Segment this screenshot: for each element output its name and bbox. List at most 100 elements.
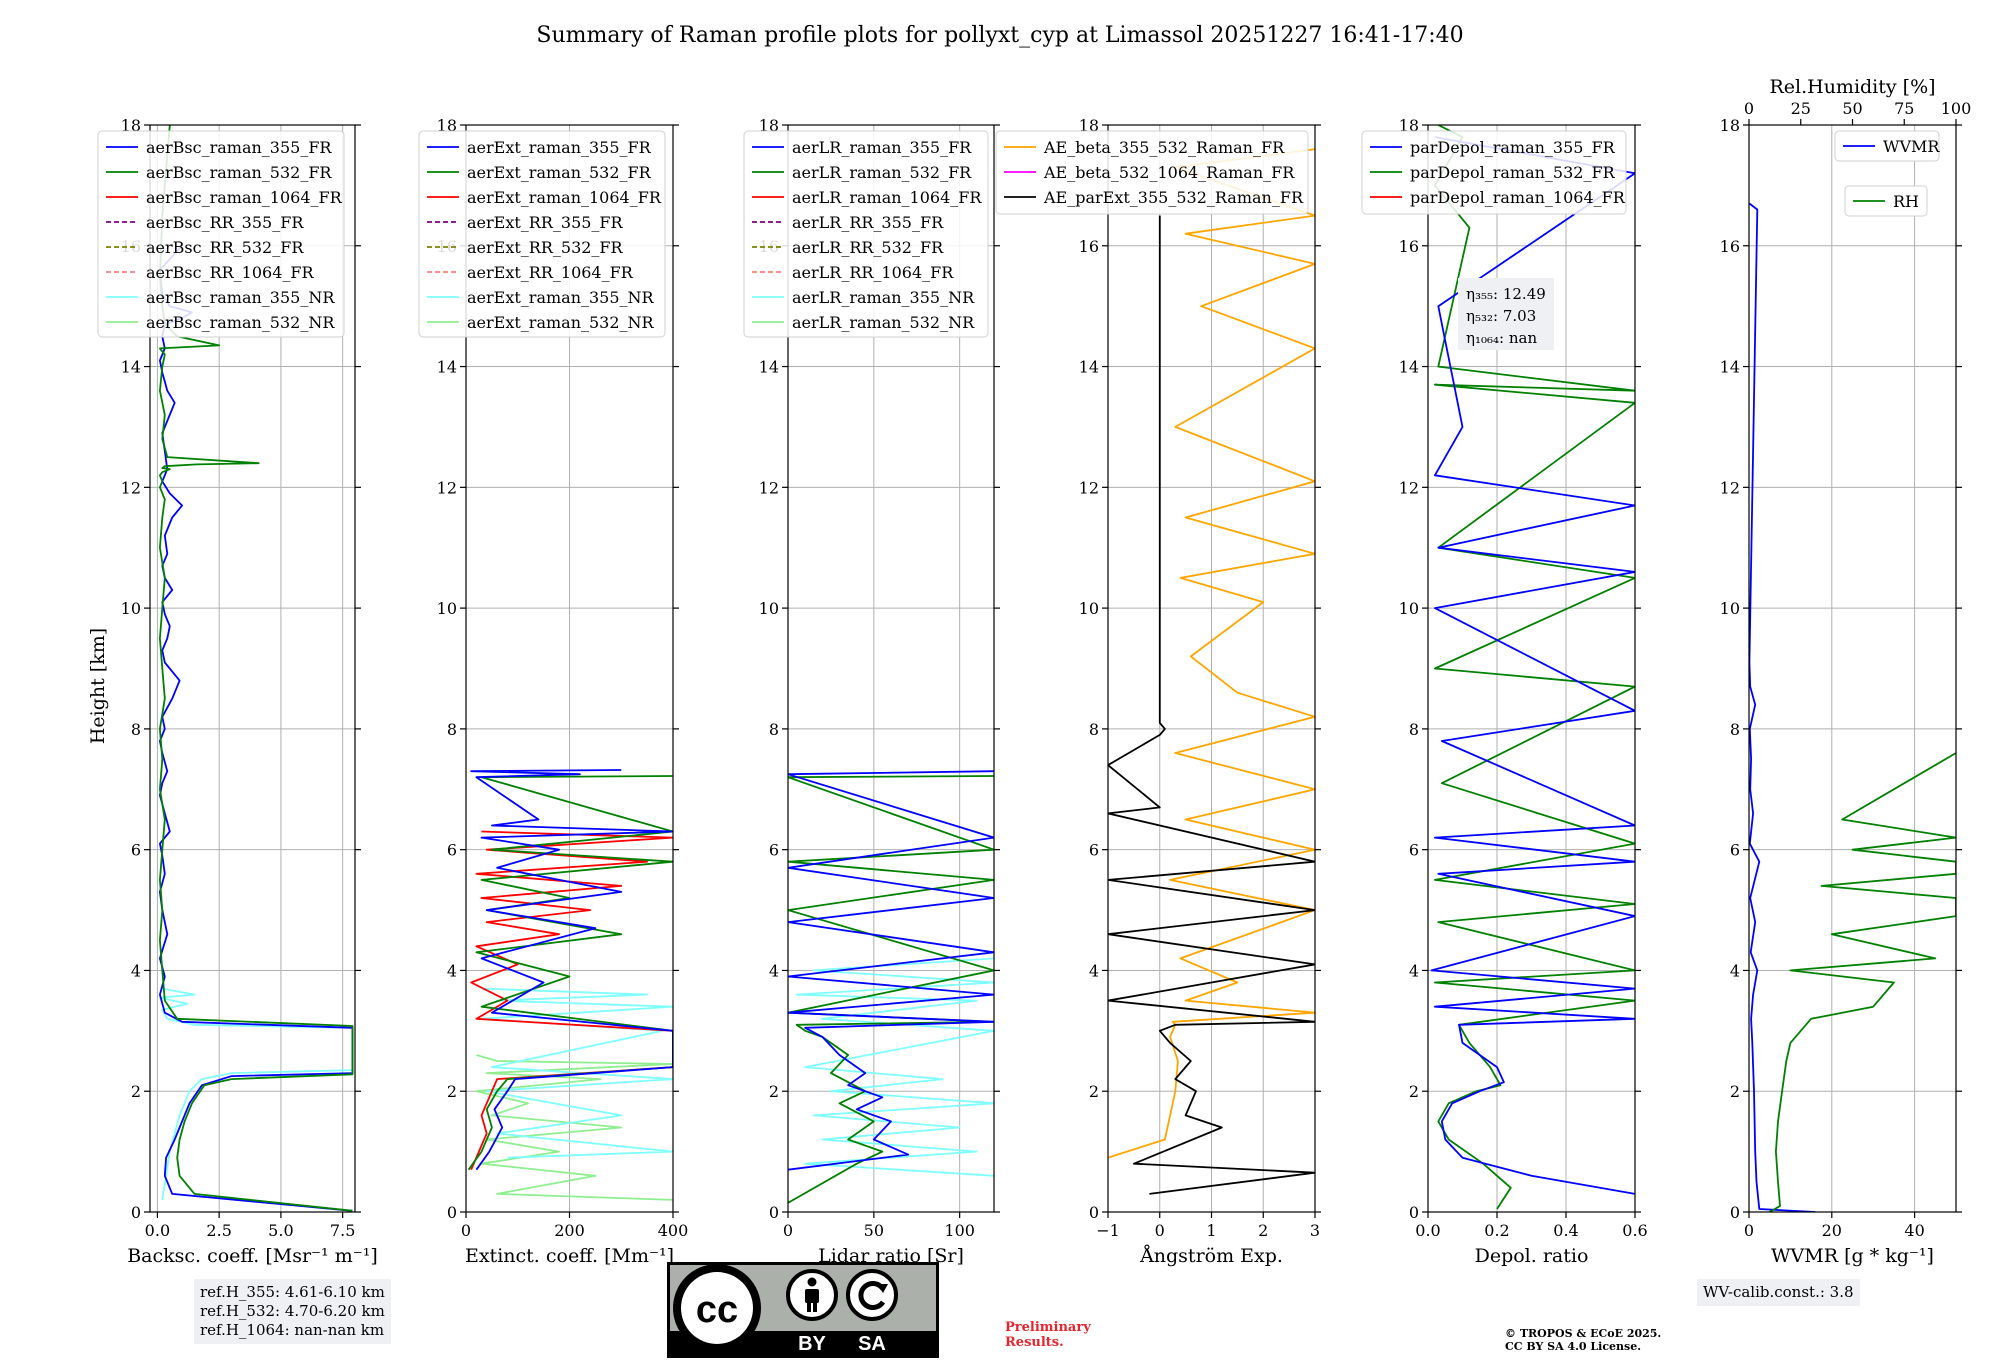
series-line-parDepol_raman_532_FR [1434, 125, 1635, 1210]
y-tick-label: 18 [121, 116, 141, 135]
x-tick-label: 0 [783, 1221, 793, 1240]
y-tick-label: 8 [1089, 720, 1099, 739]
top-axis-label: Rel.Humidity [%] [1769, 76, 1935, 98]
legend-label: AE_parExt_355_532_Raman_FR [1043, 188, 1304, 207]
legend-box [1844, 185, 1928, 217]
x-tick-label: 0.4 [1553, 1221, 1578, 1240]
cc-logo-text: cc [696, 1289, 738, 1331]
series-line-aerExt_raman_532_NR [475, 1054, 673, 1201]
legend-label: aerExt_RR_532_FR [467, 238, 624, 257]
y-tick-label: 4 [447, 961, 457, 980]
y-tick-label: 4 [769, 961, 779, 980]
legend-label: aerLR_RR_532_FR [792, 238, 944, 257]
y-tick-label: 0 [447, 1203, 457, 1222]
series-line-aerLR_raman_355_FR [788, 770, 994, 1171]
top-x-tick-label: 100 [1941, 99, 1972, 118]
legend-label: aerLR_raman_532_NR [792, 313, 975, 332]
y-tick-label: 14 [1079, 358, 1099, 377]
y-tick-label: 2 [131, 1082, 141, 1101]
legend-box [1361, 130, 1627, 215]
wv-calib-const: WV-calib.const.: 3.8 [1703, 1283, 1854, 1301]
legend-box [743, 130, 989, 338]
y-tick-label: 2 [1409, 1082, 1419, 1101]
series-line-WVMR [1749, 202, 1816, 1212]
reference-height-box: ref.H_355: 4.61-6.10 km ref.H_532: 4.70-… [194, 1279, 391, 1344]
sa-icon [846, 1269, 898, 1321]
y-tick-label: 8 [447, 720, 457, 739]
series-group [1108, 148, 1315, 1195]
series-line-aerExt_raman_1064_FR [470, 830, 673, 1171]
y-tick-label: 12 [1399, 478, 1419, 497]
series-line-aerBsc_raman_355_NR [158, 987, 354, 1201]
y-tick-label: 0 [1730, 1203, 1740, 1222]
series-line-aerBsc_raman_532_FR [158, 125, 354, 1212]
series-line-RH [1769, 752, 1956, 1212]
series-line-aerLR_raman_355_NR [795, 957, 994, 1177]
x-tick-label: 200 [554, 1221, 585, 1240]
legend-label: aerExt_raman_355_NR [467, 288, 655, 307]
x-tick-label: −1 [1096, 1221, 1120, 1240]
y-tick-label: 18 [1720, 116, 1740, 135]
legend-label: AE_beta_355_532_Raman_FR [1043, 138, 1285, 157]
y-tick-label: 12 [121, 478, 141, 497]
y-tick-label: 18 [1079, 116, 1099, 135]
x-axis-label: Backsc. coeff. [Msr⁻¹ m⁻¹] [127, 1245, 378, 1267]
panel-depolarization: 0 2 4 6 8 10 12 14 16 18 0.0 0.2 0.4 0.6 Depol. ratio p… [1361, 116, 1648, 1267]
top-x-tick-label: 75 [1894, 99, 1914, 118]
legend-label: aerBsc_raman_355_NR [146, 288, 335, 307]
cc-license-badge: cc BY SA [667, 1262, 939, 1358]
x-tick-label: 40 [1904, 1221, 1924, 1240]
y-tick-label: 16 [1079, 237, 1099, 256]
y-tick-label: 8 [1409, 720, 1419, 739]
series-line-aerExt_raman_532_FR [467, 775, 673, 1171]
by-label: BY [798, 1333, 826, 1355]
ref-h-355: ref.H_355: 4.61-6.10 km [200, 1283, 385, 1301]
eta-label: η₁₀₆₄: nan [1466, 329, 1537, 347]
y-tick-label: 18 [437, 116, 457, 135]
eta-label: η₃₅₅: 12.49 [1466, 285, 1546, 303]
y-tick-label: 12 [1079, 478, 1099, 497]
legend-label: aerExt_raman_532_NR [467, 313, 655, 332]
legend-label: aerBsc_RR_1064_FR [146, 263, 315, 282]
ref-h-532: ref.H_532: 4.70-6.20 km [200, 1302, 385, 1320]
legend-label: aerExt_RR_355_FR [467, 213, 624, 232]
x-tick-label: 0 [1744, 1221, 1754, 1240]
x-tick-label: 2.5 [206, 1221, 231, 1240]
legend-label: parDepol_raman_355_FR [1410, 138, 1616, 157]
series-line-parDepol_raman_355_FR [1430, 136, 1635, 1195]
copyright-line-1: © TROPOS & ECoE 2025. [1505, 1327, 1662, 1340]
x-tick-label: 5.0 [268, 1221, 293, 1240]
preliminary-line-1: Preliminary [1005, 1320, 1091, 1335]
legend-label: aerBsc_raman_355_FR [146, 138, 332, 157]
y-tick-label: 6 [1089, 841, 1099, 860]
y-tick-label: 12 [437, 478, 457, 497]
x-tick-label: 2 [1258, 1221, 1268, 1240]
legend-label: aerBsc_raman_532_NR [146, 313, 335, 332]
legend-label: aerBsc_RR_532_FR [146, 238, 304, 257]
plot-frame [787, 124, 995, 1213]
y-tick-label: 4 [1409, 961, 1419, 980]
series-line-AE_parExt_355_532_Raman_FR [1108, 215, 1315, 1195]
x-tick-label: 0.6 [1622, 1221, 1647, 1240]
panel-extinction: 0246810121416180200400Extinct. coeff. [M… [418, 116, 688, 1267]
y-tick-label: 0 [131, 1203, 141, 1222]
legend: WVMR RH [1834, 130, 1940, 217]
legend-label: aerExt_raman_355_FR [467, 138, 652, 157]
legend: aerLR_raman_355_FR aerLR_raman_532_FR aerL… [743, 130, 989, 338]
y-tick-label: 6 [131, 841, 141, 860]
legend-label: aerExt_raman_532_FR [467, 163, 652, 182]
legend-label: aerBsc_raman_1064_FR [146, 188, 343, 207]
legend-label: aerLR_raman_1064_FR [792, 188, 982, 207]
eta-label: η₅₃₂: 7.03 [1466, 307, 1536, 325]
y-tick-label: 10 [1079, 599, 1099, 618]
y-tick-label: 0 [769, 1203, 779, 1222]
series-group [788, 770, 994, 1204]
top-x-tick-label: 25 [1791, 99, 1811, 118]
legend: parDepol_raman_355_FR parDepol_raman_532_… [1361, 130, 1627, 215]
sa-label: SA [858, 1333, 886, 1355]
by-icon [786, 1269, 838, 1321]
y-tick-label: 0 [1409, 1203, 1419, 1222]
legend: aerBsc_raman_355_FR aerBsc_raman_532_FRae… [97, 130, 345, 338]
